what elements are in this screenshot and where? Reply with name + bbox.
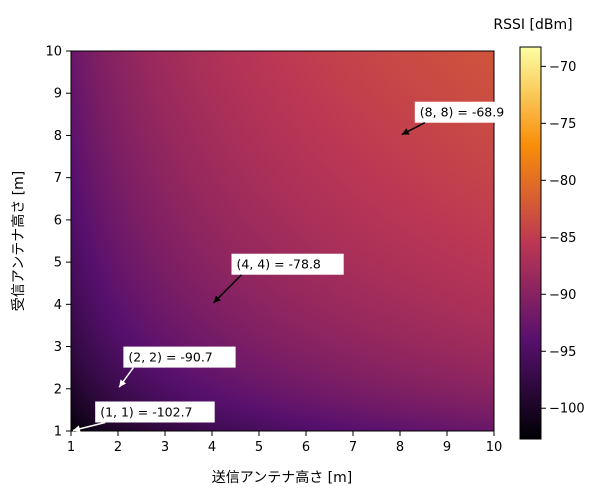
x-tick-label: 6 [302,440,310,455]
y-tick-label: 10 [45,45,62,60]
annotation-label: (4, 4) = -78.8 [237,257,321,272]
x-tick-label: 10 [486,440,503,455]
x-axis: 1 2 3 4 5 6 7 8 9 10 [67,431,502,455]
annotation-arrowhead [119,379,127,388]
colorbar-tick-label: −75 [549,117,576,132]
colorbar-tick-label: −90 [549,288,576,303]
annotation: (2, 2) = -90.7 [118,346,236,388]
y-axis: 1 2 3 4 5 6 7 8 9 10 [45,45,71,440]
y-tick-label: 8 [54,129,62,144]
colorbar-tick-label: −95 [549,345,576,360]
y-axis-title: 受信アンテナ高さ [m] [10,171,27,311]
annotation: (8, 8) = -68.9 [401,101,527,136]
colorbar-title: RSSI [dBm] [493,17,572,33]
annotation-label: (8, 8) = -68.9 [420,105,504,120]
colorbar-tick-label: −100 [549,402,585,417]
colorbar-frame [519,46,542,440]
x-tick-label: 4 [208,440,216,455]
y-tick-label: 2 [54,382,62,397]
y-tick-label: 5 [54,256,62,271]
colorbar-gradient [520,47,541,439]
colorbar: −70 −75 −80 −85 −90 −95 −100 [519,46,585,440]
y-tick-label: 6 [54,213,62,228]
x-tick-label: 8 [396,440,404,455]
colorbar-tick-label: −80 [549,174,576,189]
annotation-box [414,101,527,123]
y-tick-label: 3 [54,340,62,355]
x-tick-label: 1 [67,440,75,455]
y-tick-label: 9 [54,87,62,102]
x-tick-label: 9 [443,440,451,455]
x-tick-label: 2 [114,440,122,455]
annotations: (1, 1) = -102.7 (2, 2) = -90.7 (4, 4) = -7… [72,101,527,433]
x-tick-label: 5 [255,440,263,455]
y-tick-label: 4 [54,298,62,313]
x-tick-label: 7 [349,440,357,455]
x-tick-label: 3 [161,440,169,455]
annotation-arrowhead [401,128,410,135]
y-tick-label: 1 [54,425,62,440]
y-tick-label: 7 [54,171,62,186]
plot-frame [70,50,495,432]
annotation-box [123,346,236,368]
colorbar-tick-label: −70 [549,60,576,75]
annotation-arrowhead [213,295,221,303]
annotation: (1, 1) = -102.7 [72,401,215,433]
annotation-label: (1, 1) = -102.7 [100,405,192,420]
x-axis-title: 送信アンテナ高さ [m] [212,469,352,486]
annotation-label: (2, 2) = -90.7 [128,350,212,365]
annotation-box [95,401,215,423]
colorbar-tick-label: −85 [549,231,576,246]
colorbar-ticks: −70 −75 −80 −85 −90 −95 −100 [541,60,585,417]
annotation-box [231,253,344,275]
annotation-arrowhead [72,425,81,433]
annotation: (4, 4) = -78.8 [212,253,344,304]
